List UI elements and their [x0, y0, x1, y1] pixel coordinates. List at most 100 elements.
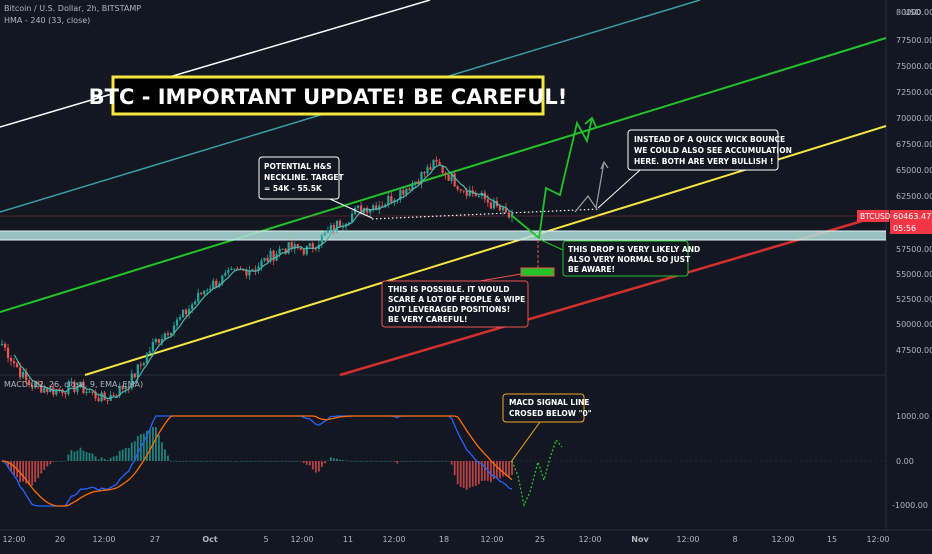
candle-body	[88, 391, 91, 393]
candle-body	[245, 269, 248, 276]
macd-histogram-bar	[7, 461, 9, 468]
price-badge[interactable]: BTCUSD 60463.47 05:56	[857, 210, 932, 234]
macd-histogram-bar	[366, 461, 369, 462]
candle-body	[136, 364, 139, 378]
time-axis-label: 12:00	[676, 535, 699, 544]
candle-body	[417, 181, 420, 185]
macd-histogram-bar	[302, 461, 305, 464]
scare-note-line-3: OUT LEVERAGED POSITIONS!	[388, 305, 510, 314]
price-axis[interactable]: 80000.00 77500.00 75000.00 72500.00 70000.00…	[896, 8, 932, 355]
macd-legend[interactable]: MACD (12, 26, close, 9, EMA, EMA)	[4, 380, 144, 389]
symbol-legend[interactable]: Bitcoin / U.S. Dollar, 2h, BITSTAMP	[4, 4, 142, 13]
candle-body	[402, 189, 405, 195]
macd-histogram-bar	[200, 461, 203, 462]
bullish-projection[interactable]	[510, 117, 593, 240]
wick-note[interactable]: INSTEAD OF A QUICK WICK BOUNCE WE COULD …	[597, 129, 792, 209]
macd-histogram-bar	[148, 429, 151, 461]
macd-histogram-bar	[305, 461, 308, 465]
support-zone[interactable]	[0, 231, 886, 240]
candle-body	[254, 269, 257, 271]
macd-histogram-bar	[188, 461, 191, 462]
gray-projection[interactable]	[574, 161, 605, 213]
macd-histogram-bar	[444, 461, 447, 462]
macd-histogram-bar	[236, 461, 239, 462]
macd-histogram-bar	[52, 461, 55, 462]
macd-histogram-bar	[450, 461, 453, 465]
macd-histogram-bar	[254, 461, 257, 462]
red-channel-line[interactable]	[339, 212, 887, 377]
macd-note[interactable]: MACD SIGNAL LINE CROSED BELOW "0"	[502, 393, 592, 463]
candle-body	[260, 260, 263, 267]
candle-body	[67, 382, 70, 395]
macd-histogram-bar	[511, 461, 513, 475]
macd-histogram-bar	[73, 451, 76, 461]
macd-histogram-bar	[58, 461, 61, 462]
candle-body	[203, 290, 206, 295]
macd-histogram-bar	[378, 461, 381, 462]
macd-histogram-bar	[508, 461, 510, 478]
macd-histogram-bar	[97, 459, 100, 461]
macd-histogram-bar	[37, 461, 40, 479]
hma-line	[13, 164, 513, 400]
time-axis-label: 12:00	[866, 535, 889, 544]
macd-histogram-bar	[179, 461, 181, 462]
hma-legend[interactable]: HMA - 240 (33, close)	[4, 16, 91, 25]
time-axis-label: 15	[827, 535, 837, 544]
candle-body	[40, 384, 43, 393]
candle-body	[426, 167, 429, 174]
candle-body	[501, 207, 505, 211]
macd-histogram-bar	[492, 461, 495, 480]
macd-histogram-bar	[426, 461, 429, 462]
candle-body	[263, 257, 266, 261]
candle-body	[350, 213, 354, 223]
macd-histogram-bar	[453, 461, 456, 476]
green-channel-line[interactable]	[0, 37, 887, 313]
candle-body	[332, 225, 336, 231]
candle-body	[302, 249, 305, 255]
macd-histogram-bar	[112, 456, 115, 461]
candle-body	[200, 292, 203, 295]
macd-histogram-bar	[31, 461, 34, 486]
macd-histogram-bar	[239, 461, 242, 462]
time-axis[interactable]: 12:00 20 12:00 27 Oct 5 12:00 11 12:00 18 12:00 25 1…	[2, 535, 889, 544]
candle-body	[390, 196, 393, 203]
macd-histogram-bar	[182, 461, 184, 462]
macd-histogram-bar	[296, 461, 299, 462]
time-axis-label: 11	[343, 535, 353, 544]
candle-body	[127, 387, 130, 389]
candle-body	[465, 190, 468, 196]
macd-note-line-1: MACD SIGNAL LINE	[509, 398, 589, 407]
candle-body	[299, 247, 302, 250]
macd-histogram-bar	[191, 461, 194, 462]
candle-body	[133, 373, 136, 378]
white-trendline[interactable]	[0, 0, 431, 128]
drop-note[interactable]: THIS DROP IS VERY LIKELY AND ALSO VERY N…	[540, 239, 700, 277]
macd-histogram-bar	[360, 461, 363, 462]
candle-body	[411, 183, 414, 191]
candle-body	[375, 205, 378, 211]
candle-body	[287, 242, 290, 254]
macd-histogram-bar	[10, 461, 12, 472]
candle-body	[290, 242, 293, 250]
candle-body	[188, 308, 191, 315]
macd-histogram-bar	[242, 461, 245, 462]
macd-histogram-bar	[61, 461, 64, 462]
scare-note[interactable]: THIS IS POSSIBLE. IT WOULD SCARE A LOT O…	[381, 273, 529, 328]
candle-body	[194, 301, 197, 305]
headline-box[interactable]	[111, 75, 545, 116]
candle-body	[15, 363, 19, 368]
scare-note-line-2: SCARE A LOT OF PEOPLE & WIPE	[388, 295, 525, 304]
hs-note[interactable]: POTENTIAL H&S NECKLINE. TARGET = 54K - 5…	[258, 156, 373, 219]
time-axis-label: 18	[439, 535, 449, 544]
macd-histogram-bar	[474, 461, 477, 486]
macd-histogram-bar	[103, 459, 106, 461]
macd-histogram-bar	[106, 460, 109, 461]
badge-price-bg	[890, 210, 932, 234]
wick-note-line-1: INSTEAD OF A QUICK WICK BOUNCE	[634, 135, 785, 144]
target-box[interactable]	[520, 267, 555, 277]
price-axis-label: 47500.00	[896, 346, 932, 355]
candle-body	[58, 389, 61, 391]
macd-projection[interactable]	[511, 438, 563, 508]
